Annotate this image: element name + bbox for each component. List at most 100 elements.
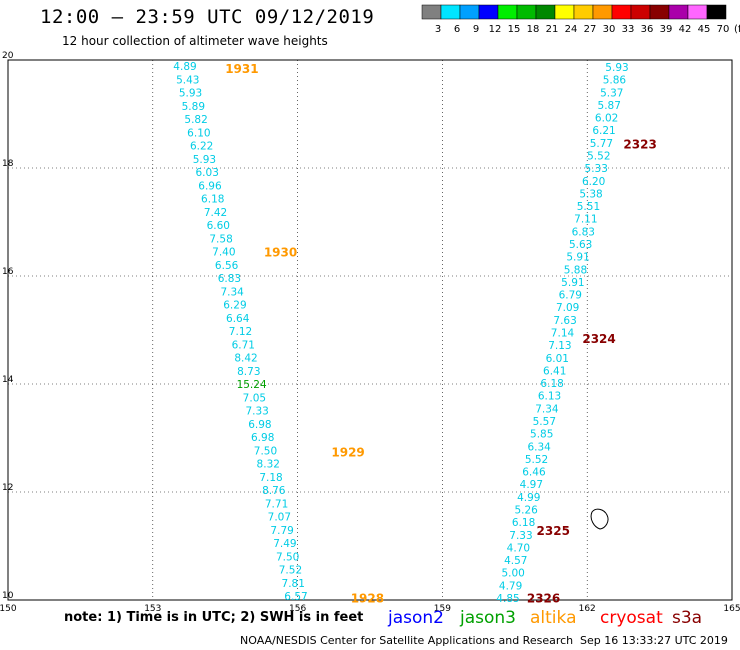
wave-height-reading: 4.89 [173,61,196,73]
wave-height-reading: 6.79 [559,290,582,302]
wave-height-reading: 7.42 [204,207,227,219]
colorbar-tick-label: 33 [622,24,635,35]
footer-timestamp: Sep 16 13:33:27 UTC 2019 [580,634,728,647]
colorbar-tick-label: 36 [641,24,654,35]
wave-height-reading: 5.88 [564,264,587,276]
wave-height-reading: 5.52 [587,151,610,163]
wave-height-reading: 7.52 [279,565,302,577]
pass-time-label: 1929 [331,446,364,460]
colorbar-tick-label: 3 [435,24,441,35]
wave-height-reading: 6.71 [232,339,255,351]
colorbar-tick-label: 30 [603,24,616,35]
y-tick-label: 20 [2,51,14,61]
wave-height-reading: 8.76 [262,485,286,497]
wave-height-reading: 5.52 [525,454,548,466]
wave-height-reading: 6.10 [187,127,210,139]
colorbar-tick-label: 45 [698,24,711,35]
wave-height-reading: 6.18 [201,194,224,206]
wave-height-reading: 6.41 [543,365,566,377]
x-tick-label: 162 [579,604,596,614]
wave-height-reading: 7.13 [548,340,571,352]
x-tick-label: 159 [434,604,451,614]
pass-time-label: 2326 [527,591,560,605]
wave-height-reading: 7.09 [556,302,579,314]
pass-time-label: 2325 [537,524,570,538]
wave-height-reading: 4.79 [499,580,522,592]
wave-height-reading: 5.51 [577,201,600,213]
colorbar-tick-label: 6 [454,24,460,35]
wave-height-reading: 5.38 [579,188,602,200]
y-tick-label: 12 [2,483,13,493]
x-tick-label: 153 [144,604,161,614]
wave-height-reading: 5.77 [590,138,613,150]
legend-altika: altika [530,608,577,628]
y-tick-label: 10 [2,591,14,601]
colorbar-tick-label: 70 [717,24,730,35]
x-tick-label: 165 [723,604,740,614]
colorbar-tick-label: 18 [527,24,540,35]
colorbar-tick-label: 9 [473,24,479,35]
wave-height-reading: 7.05 [243,392,266,404]
wave-height-reading: 6.83 [218,273,241,285]
wave-height-reading: 7.14 [551,328,575,340]
wave-height-reading: 7.58 [209,233,232,245]
wave-height-reading: 6.29 [223,300,246,312]
wave-height-reading: 6.96 [198,180,222,192]
wave-height-reading: 6.18 [512,517,535,529]
wave-height-reading: 7.18 [259,472,282,484]
wave-height-reading: 7.71 [265,498,288,510]
map-subtitle: 12 hour collection of altimeter wave hei… [62,34,328,48]
wave-height-reading: 7.34 [535,403,559,415]
wave-height-reading: 6.34 [527,441,551,453]
wave-height-reading: 8.32 [257,459,280,471]
wave-height-reading: 6.98 [248,419,271,431]
colorbar-tick-label: 27 [584,24,597,35]
wave-height-reading: 4.70 [507,542,530,554]
pass-time-label: 2323 [623,138,656,152]
wave-height-reading: 5.87 [598,100,621,112]
wave-height-reading: 6.98 [251,432,274,444]
footer-credit: NOAA/NESDIS Center for Satellite Applica… [240,634,574,647]
legend-s3a: s3a [672,608,703,628]
wave-height-reading: 6.46 [522,467,546,479]
x-tick-label: 156 [289,604,306,614]
wave-height-reading: 5.63 [569,239,592,251]
colorbar-tick-label: 42 [679,24,692,35]
footer-note: note: 1) Time is in UTC; 2) SWH is in fe… [64,610,364,625]
colorbar-swatch [706,4,727,20]
wave-height-reading: 7.40 [212,247,235,259]
wave-height-reading: 7.12 [229,326,252,338]
legend-cryosat: cryosat [600,608,663,628]
wave-height-reading: 6.03 [196,167,219,179]
pass-time-label: 2324 [582,332,615,346]
map-frame [7,59,733,601]
wave-height-reading: 6.18 [540,378,563,390]
wave-height-reading: 5.82 [184,114,207,126]
colorbar-tick-label: 39 [660,24,673,35]
wave-height-reading: 6.01 [546,353,569,365]
wave-height-reading: 4.99 [517,492,540,504]
wave-height-reading: 5.33 [585,163,608,175]
wave-height-reading: 5.85 [530,429,553,441]
wave-height-reading: 7.50 [276,551,299,563]
map-title: 12:00 – 23:59 UTC 09/12/2019 [40,6,375,28]
y-tick-label: 18 [2,159,14,169]
wave-height-reading: 4.97 [520,479,543,491]
wave-height-reading: 8.73 [237,366,260,378]
wave-height-reading: 6.13 [538,391,561,403]
wave-height-reading: 6.20 [582,176,605,188]
wave-height-reading: 5.93 [193,154,216,166]
wave-height-reading: 7.49 [273,538,296,550]
wave-height-reading: 4.85 [496,593,519,605]
wave-height-reading: 6.60 [207,220,230,232]
wave-height-reading: 7.33 [245,406,268,418]
x-tick-label: 150 [0,604,17,614]
pass-time-label: 1931 [225,62,258,76]
wave-height-reading: 6.83 [572,226,595,238]
wave-height-reading: 5.26 [514,505,538,517]
wave-height-reading: 7.07 [268,512,291,524]
wave-height-reading: 6.57 [284,591,307,603]
wave-height-reading: 4.57 [504,555,527,567]
wave-height-reading: 7.81 [282,578,305,590]
